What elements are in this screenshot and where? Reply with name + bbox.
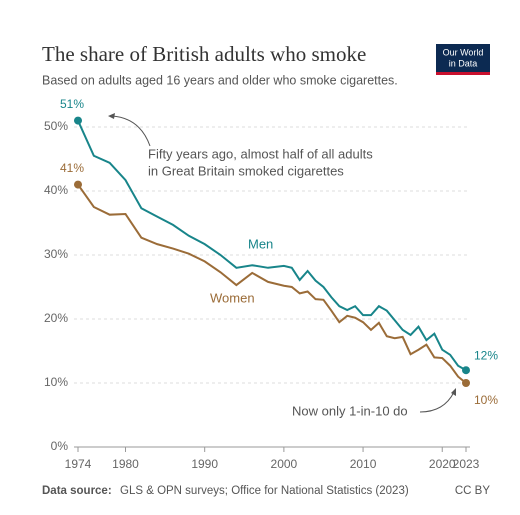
source: GLS & OPN surveys; Office for National S… xyxy=(120,485,409,497)
x-tick-label: 1990 xyxy=(191,457,218,471)
y-tick-label: 50% xyxy=(44,119,68,133)
y-tick-label: 30% xyxy=(44,247,68,261)
y-tick-label: 40% xyxy=(44,183,68,197)
y-tick-label: 20% xyxy=(44,311,68,325)
series-line xyxy=(77,184,467,384)
source-label: Data source: xyxy=(42,485,112,497)
arrow-head xyxy=(108,113,115,119)
license[interactable]: CC BY xyxy=(455,485,490,497)
y-tick-label: 0% xyxy=(51,439,69,453)
annotation-arrow xyxy=(111,115,151,147)
x-tick-label: 2023 xyxy=(453,457,480,471)
x-tick-label: 2000 xyxy=(271,457,298,471)
annotation: Now only 1-in-10 do xyxy=(292,403,408,418)
annotation: in Great Britain smoked cigarettes xyxy=(148,163,344,178)
value-label: 51% xyxy=(60,97,84,111)
subtitle: Based on adults aged 16 years and older … xyxy=(42,73,398,87)
chart-title: The share of British adults who smoke xyxy=(42,42,366,66)
value-label: 41% xyxy=(60,161,84,175)
series-line xyxy=(77,120,467,372)
x-tick-label: 1974 xyxy=(65,457,92,471)
x-tick-label: 1980 xyxy=(112,457,139,471)
series-label: Women xyxy=(210,290,255,305)
point xyxy=(462,366,470,375)
point xyxy=(74,116,82,125)
value-label: 10% xyxy=(474,393,498,407)
logo-bar xyxy=(436,72,490,75)
annotation-arrow xyxy=(419,391,455,413)
series-label: Men xyxy=(248,236,273,251)
value-label: 12% xyxy=(474,348,498,362)
point xyxy=(462,379,470,387)
x-tick-label: 2010 xyxy=(350,457,377,471)
logo-box xyxy=(436,44,490,74)
y-tick-label: 10% xyxy=(44,375,68,389)
logo[interactable]: Our World in Data xyxy=(436,44,490,75)
annotation: Fifty years ago, almost half of all adul… xyxy=(148,146,373,161)
logo-text: Our World xyxy=(443,47,484,57)
arrow-head xyxy=(451,388,456,396)
point xyxy=(74,180,82,189)
x-tick-label: 2020 xyxy=(429,457,456,471)
logo-text: in Data xyxy=(449,58,478,68)
